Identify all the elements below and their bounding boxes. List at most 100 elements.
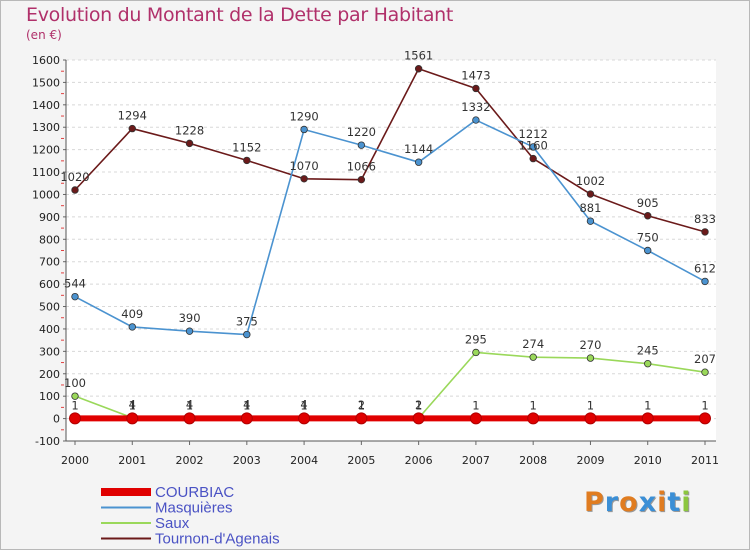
data-label-courbiac: 1 [358,398,365,412]
legend-label-courbiac: COURBIAC [155,484,234,501]
chart-subtitle: (en €) [26,28,62,42]
data-point-tournon-d-agenais [71,186,79,194]
data-point-courbiac [126,412,139,425]
data-label-courbiac: 1 [472,398,479,412]
data-label-saux: 2 [358,398,365,412]
data-point-tournon-d-agenais [472,84,480,93]
y-tick-label: 1500 [32,76,60,89]
x-tick-label: 2005 [347,454,375,467]
data-label-masqui-res: 1144 [404,142,433,156]
data-label-tournon-d-agenais: 1152 [232,140,261,154]
data-label-saux: 274 [522,337,544,351]
y-tick-label: 600 [39,278,60,291]
x-tick-label: 2002 [176,454,204,467]
data-point-saux [529,353,537,361]
legend-label-saux: Saux [155,515,190,532]
data-label-saux: 245 [637,344,659,358]
data-label-courbiac: 1 [530,398,537,412]
data-point-masqui-res [357,141,366,149]
x-tick-label: 2001 [118,454,146,467]
data-point-courbiac [527,412,540,425]
x-tick-label: 2009 [576,454,604,467]
data-point-masqui-res [586,217,595,225]
data-point-masqui-res [529,143,537,151]
chart-title: Evolution du Montant de la Dette par Hab… [26,4,454,26]
data-point-tournon-d-agenais [128,124,136,133]
y-tick-label: 1300 [32,121,60,134]
series-line-masqui-res [74,119,706,336]
y-tick-label: 800 [39,233,60,246]
data-label-masqui-res: 750 [637,231,659,245]
data-point-tournon-d-agenais [529,154,537,163]
data-point-tournon-d-agenais [243,156,251,165]
data-point-courbiac [584,412,597,425]
logo-letter: t [667,487,682,518]
data-label-tournon-d-agenais: 1160 [519,139,548,153]
data-label-saux: 295 [465,332,487,346]
logo-letter: x [638,487,658,518]
data-label-masqui-res: 1220 [347,125,376,139]
data-point-courbiac [240,412,253,425]
data-point-masqui-res [185,327,194,335]
data-point-tournon-d-agenais [644,212,652,220]
y-tick-label: 500 [39,301,60,314]
legend-label-tournon-d-agenais: Tournon-d'Agenais [155,531,280,548]
data-label-saux: 270 [579,338,601,352]
data-label-courbiac: 1 [300,398,307,412]
data-label-courbiac: 1 [587,398,594,412]
data-label-courbiac: 1 [186,398,193,412]
x-tick-label: 2000 [61,454,89,467]
data-label-courbiac: 1 [243,398,250,412]
data-point-masqui-res [414,158,423,166]
data-label-masqui-res: 612 [694,261,716,275]
data-point-tournon-d-agenais [357,175,366,184]
data-label-tournon-d-agenais: 1228 [175,123,204,137]
data-label-tournon-d-agenais: 833 [694,212,716,226]
proxiti-logo: Proxiti [584,487,692,518]
data-label-tournon-d-agenais: 1002 [576,174,605,188]
y-tick-label: 100 [39,390,60,403]
data-point-saux [701,368,709,376]
y-tick-label: 1400 [32,99,60,112]
data-point-tournon-d-agenais [185,139,194,148]
data-point-saux [472,348,480,357]
data-label-tournon-d-agenais: 1561 [404,49,433,63]
data-point-saux [644,359,652,368]
plot-area [66,60,716,441]
data-point-courbiac [641,412,654,425]
data-label-tournon-d-agenais: 1473 [461,68,490,82]
y-tick-label: 400 [39,323,60,336]
x-tick-label: 2011 [691,454,719,467]
data-label-saux: 2 [415,398,422,412]
y-tick-label: -100 [35,435,60,448]
logo-letter: P [584,487,605,518]
data-point-masqui-res [243,330,251,339]
data-point-saux [71,392,79,400]
data-point-masqui-res [300,125,308,134]
y-tick-label: 1000 [32,188,60,201]
data-point-courbiac [183,412,196,425]
x-tick-label: 2006 [405,454,433,467]
y-tick-label: 700 [39,256,60,269]
data-point-tournon-d-agenais [586,190,595,198]
y-tick-label: 1100 [32,166,60,179]
data-point-masqui-res [128,323,136,331]
y-tick-label: 0 [53,413,60,426]
data-label-masqui-res: 390 [179,311,201,325]
data-label-masqui-res: 544 [64,277,86,291]
data-label-tournon-d-agenais: 1294 [118,109,147,123]
data-point-tournon-d-agenais [414,65,423,73]
data-label-saux: 4 [186,398,193,412]
data-label-tournon-d-agenais: 1066 [347,160,376,174]
data-label-courbiac: 1 [644,398,651,412]
logo-letter: r [604,487,620,518]
data-label-courbiac: 1 [71,398,78,412]
data-label-masqui-res: 375 [236,315,258,329]
x-tick-label: 2003 [233,454,261,467]
y-tick-label: 300 [39,345,60,358]
data-label-tournon-d-agenais: 1020 [60,170,89,184]
data-label-masqui-res: 881 [579,201,601,215]
x-tick-label: 2010 [634,454,662,467]
legend-label-masqui-res: Masquières [155,500,233,517]
